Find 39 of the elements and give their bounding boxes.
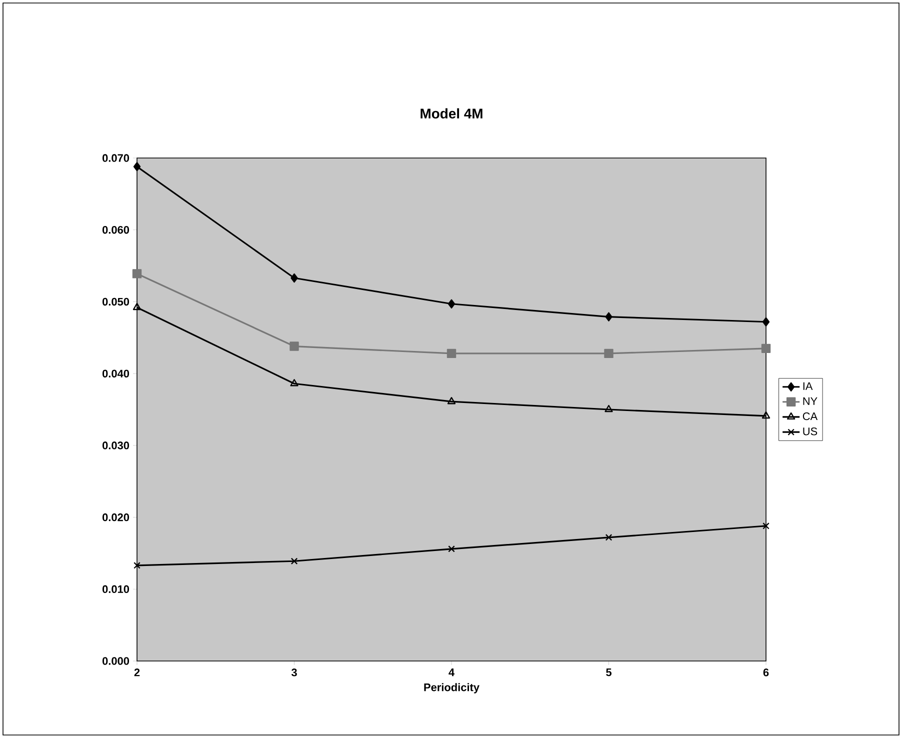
point [761, 344, 771, 354]
point [133, 162, 141, 172]
y-tick-label: 0.070 [102, 154, 130, 162]
point [446, 348, 456, 358]
x-axis-title: Periodicity [424, 683, 480, 694]
point [604, 404, 613, 412]
point [132, 269, 142, 278]
point [290, 342, 299, 351]
point [448, 299, 456, 308]
x-tick-label: 6 [763, 668, 769, 676]
x-tick-label: 5 [606, 668, 612, 676]
point [448, 545, 455, 552]
point [290, 558, 298, 565]
y-tick-label: 0.030 [102, 442, 130, 450]
legend-label: IA [803, 382, 813, 390]
point [604, 348, 614, 358]
x-tick-label: 3 [291, 668, 297, 676]
point [762, 411, 770, 419]
chart-title: Model 4M [420, 108, 482, 119]
point [447, 397, 456, 404]
point [605, 534, 612, 541]
y-tick-label: 0.060 [102, 226, 130, 234]
point [290, 273, 298, 283]
point [132, 302, 142, 310]
x-tick-label: 4 [448, 668, 454, 676]
legend-label: CA [802, 412, 818, 420]
point [762, 522, 770, 530]
x-tick-label: 2 [134, 668, 140, 676]
point [605, 312, 612, 322]
legend-label: US [803, 428, 818, 436]
y-tick-label: 0.050 [102, 298, 130, 306]
y-tick-label: 0.010 [102, 585, 130, 594]
point [290, 379, 298, 386]
y-tick-label: 0.020 [102, 513, 130, 522]
y-tick-label: 0.000 [102, 657, 130, 665]
point [762, 317, 770, 326]
point [134, 562, 140, 569]
y-tick-label: 0.040 [102, 370, 130, 378]
legend-label: NY [803, 397, 818, 405]
